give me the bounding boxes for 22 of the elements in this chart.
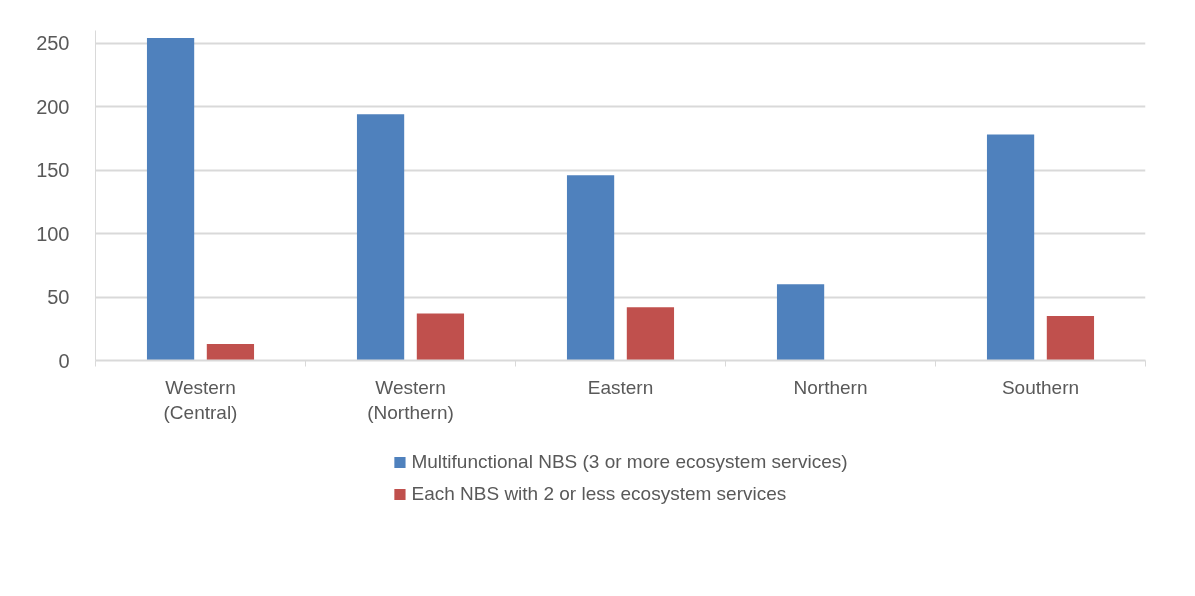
x-tick-label: Northern (793, 376, 868, 398)
bar (356, 114, 405, 361)
bar (146, 38, 195, 361)
bar (416, 313, 465, 361)
x-tick-label: Eastern (587, 376, 654, 398)
bar (626, 307, 675, 361)
legend-label: Multifunctional NBS (3 or more ecosystem services) (411, 450, 848, 473)
y-tick-label: 50 (47, 286, 70, 309)
bar (986, 134, 1035, 361)
y-tick-label: 200 (36, 95, 70, 118)
y-tick-label: 150 (36, 159, 70, 182)
y-tick-label: 250 (36, 32, 70, 55)
y-tick-label: 100 (36, 222, 70, 245)
y-tick-label: 0 (58, 349, 70, 372)
bar (566, 175, 615, 361)
bar (206, 344, 255, 361)
x-tick-label: Western (Northern) (367, 376, 454, 423)
bar (1046, 316, 1095, 361)
legend-label: Each NBS with 2 or less ecosystem services (411, 482, 787, 505)
x-tick-label: Southern (1001, 376, 1080, 398)
bar (776, 284, 825, 361)
x-tick-label: Western (Central) (163, 376, 238, 423)
